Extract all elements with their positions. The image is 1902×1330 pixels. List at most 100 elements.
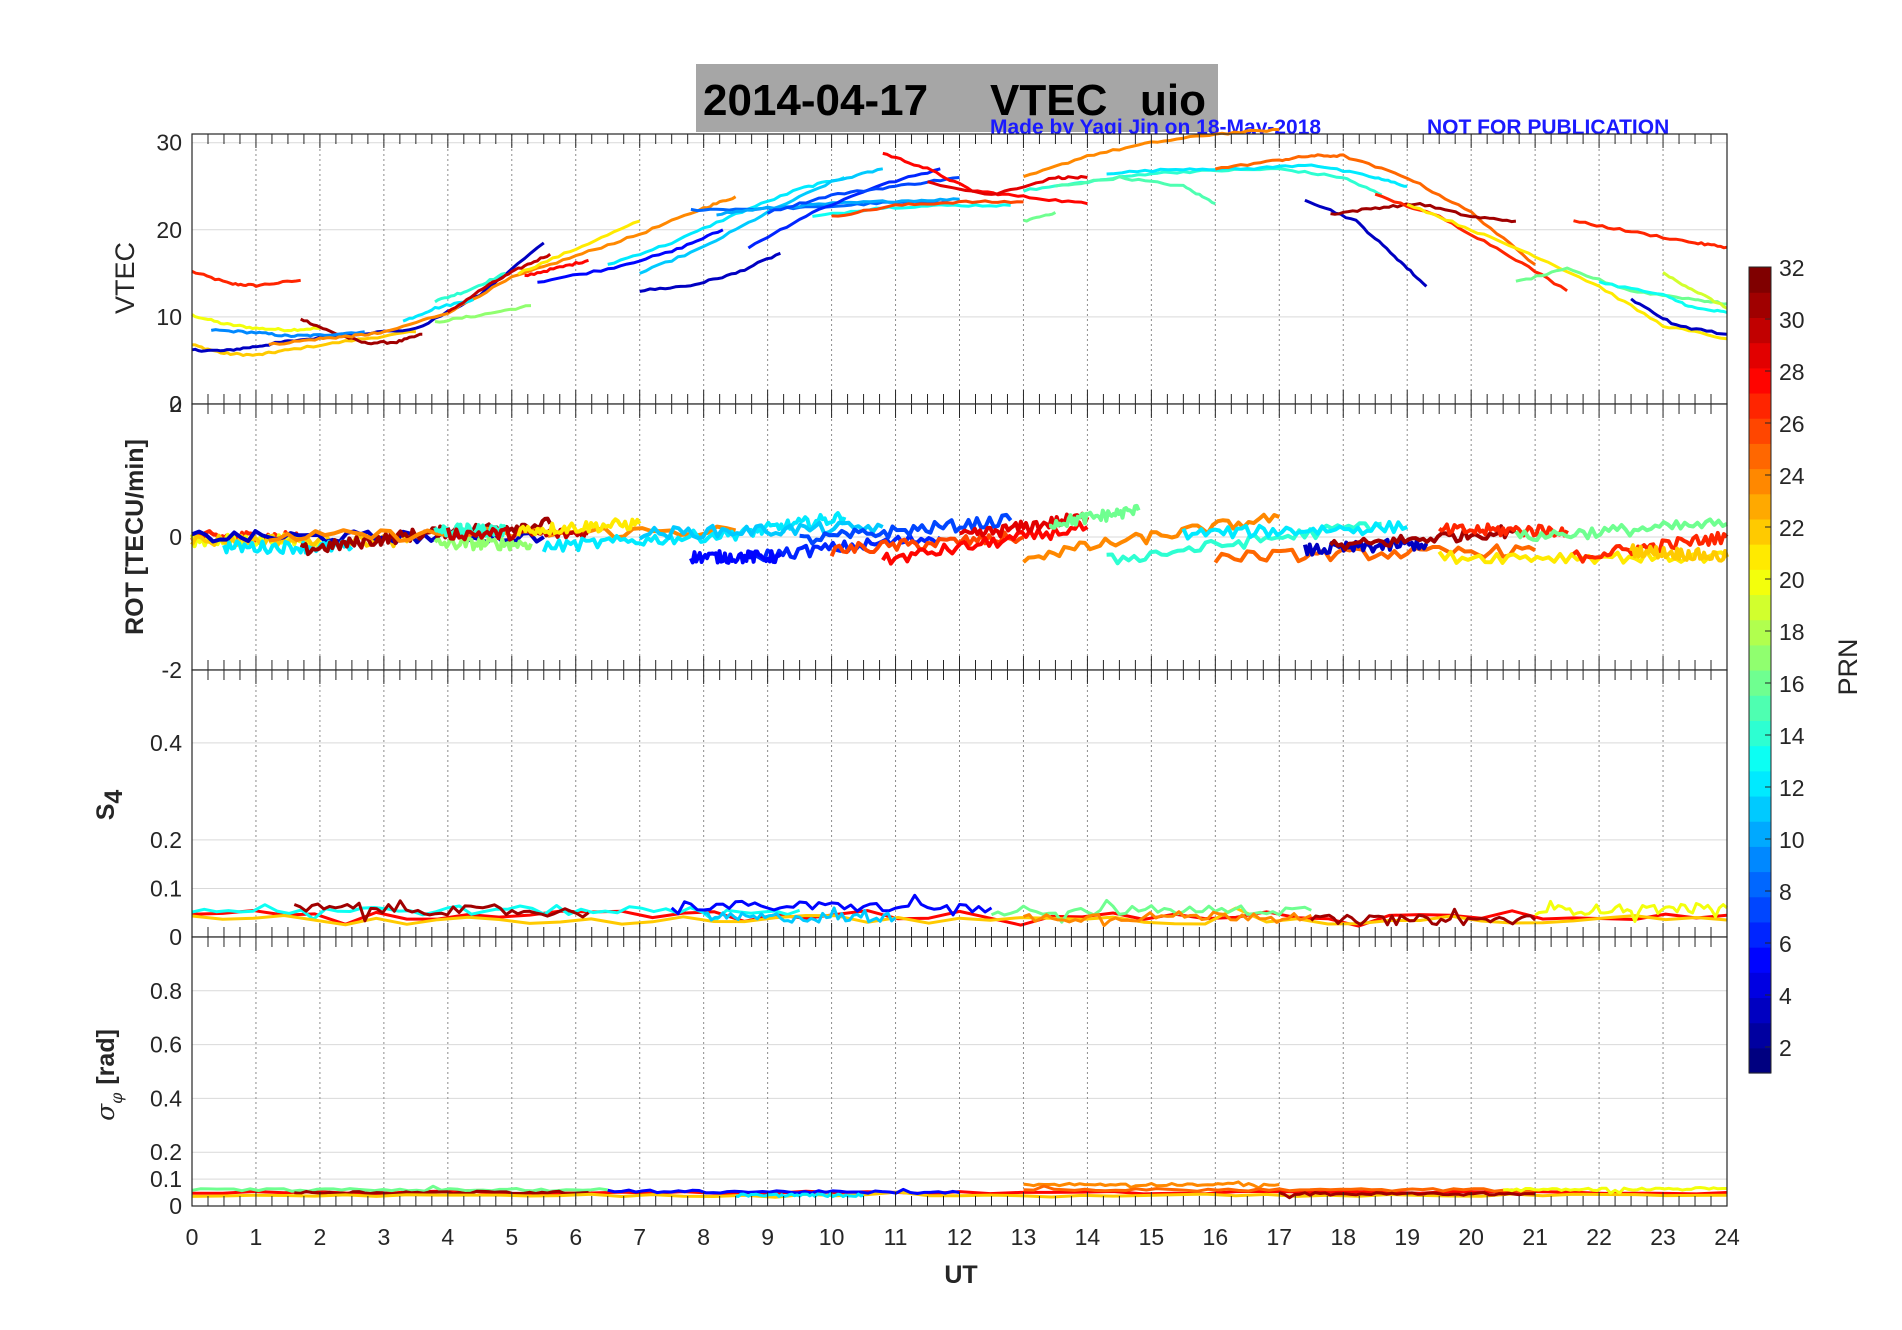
title-station: uio bbox=[1140, 76, 1206, 125]
sigma-ylabel-symbol: σ bbox=[91, 1103, 120, 1121]
series-line-prn bbox=[1023, 910, 1312, 928]
series-line-prn bbox=[191, 313, 320, 333]
colorbar-tick-label: 14 bbox=[1779, 723, 1805, 749]
title-box bbox=[696, 64, 1218, 132]
colorbar-tick-label: 12 bbox=[1779, 775, 1805, 801]
series-line-prn bbox=[812, 203, 1011, 218]
x-tick-label: 12 bbox=[947, 1224, 973, 1250]
series-line-prn bbox=[433, 522, 508, 538]
x-tick-label: 3 bbox=[377, 1224, 390, 1250]
y-tick-label: 0.6 bbox=[150, 1032, 182, 1058]
series-line-prn bbox=[1023, 1180, 1280, 1190]
series-line-prn bbox=[881, 520, 1089, 566]
y-tick-label: -2 bbox=[162, 657, 182, 683]
x-tick-label: 18 bbox=[1330, 1224, 1356, 1250]
series-line-prn bbox=[1023, 211, 1057, 223]
colorbar-segment bbox=[1749, 342, 1771, 369]
colorbar-segment bbox=[1749, 619, 1771, 646]
colorbar-segment bbox=[1749, 871, 1771, 898]
series-line-prn bbox=[191, 269, 301, 288]
s4-ylabel: S4 bbox=[92, 790, 128, 821]
colorbar-segment bbox=[1749, 846, 1771, 873]
y-tick-label: 10 bbox=[156, 304, 182, 330]
series-line-prn bbox=[402, 298, 474, 323]
y-tick-label: 0 bbox=[169, 391, 182, 417]
colorbar-segment bbox=[1749, 997, 1771, 1024]
colorbar-segment bbox=[1749, 367, 1771, 394]
s4-ylabel-main: S bbox=[92, 804, 120, 821]
x-tick-label: 20 bbox=[1458, 1224, 1484, 1250]
series-line-prn bbox=[1304, 198, 1428, 288]
series-line-prn bbox=[191, 1184, 608, 1193]
colorbar-segment bbox=[1749, 1022, 1771, 1049]
x-tick-label: 11 bbox=[884, 1224, 908, 1250]
colorbar-tick-label: 30 bbox=[1779, 307, 1805, 333]
series-line-prn bbox=[1630, 297, 1728, 336]
y-tick-label: 0.4 bbox=[150, 1085, 182, 1111]
y-tick-label: 0 bbox=[169, 1193, 182, 1219]
series-line-prn bbox=[1534, 899, 1728, 923]
series-line-prn bbox=[747, 533, 942, 563]
vtec-panel: 0 10 20 30 bbox=[156, 127, 1728, 417]
x-tick-label: 9 bbox=[761, 1224, 774, 1250]
y-tick-label: 30 bbox=[156, 130, 182, 156]
y-tick-label: 20 bbox=[156, 217, 182, 243]
colorbar-segment bbox=[1749, 569, 1771, 596]
colorbar-segment bbox=[1749, 392, 1771, 419]
series-line-prn bbox=[638, 520, 884, 541]
vtec-ylabel: VTEC bbox=[110, 242, 140, 314]
x-tick-label: 23 bbox=[1650, 1224, 1676, 1250]
colorbar-tick-label: 8 bbox=[1779, 879, 1792, 905]
series-line-prn bbox=[1629, 543, 1729, 563]
series-line-prn bbox=[1329, 524, 1517, 552]
colorbar-tick-label: 26 bbox=[1779, 411, 1805, 437]
colorbar-tick-label: 6 bbox=[1779, 931, 1792, 957]
colorbar-segment bbox=[1749, 745, 1771, 772]
series-line-prn bbox=[1181, 520, 1408, 541]
x-tick-label: 24 bbox=[1714, 1224, 1740, 1250]
colorbar-tick-label: 20 bbox=[1779, 567, 1805, 593]
series-line-prn bbox=[541, 511, 847, 553]
y-tick-label: 0.1 bbox=[150, 1166, 182, 1192]
series-line-prn bbox=[524, 258, 589, 278]
credit-notice: NOT FOR PUBLICATION bbox=[1427, 116, 1669, 139]
colorbar-segment bbox=[1749, 644, 1771, 671]
y-tick-label: 0 bbox=[169, 924, 182, 950]
x-tick-label: 17 bbox=[1266, 1224, 1292, 1250]
colorbar-segment bbox=[1749, 972, 1771, 999]
series-line-prn bbox=[537, 228, 724, 284]
rot-panel: -202 bbox=[162, 391, 1729, 683]
series-line-prn bbox=[1214, 153, 1536, 266]
series-line-prn bbox=[299, 317, 423, 346]
series-line-prn bbox=[1514, 517, 1728, 543]
colorbar-segment bbox=[1749, 896, 1771, 923]
s4-panel: 0 0.1 0.2 0.4 bbox=[150, 669, 1728, 950]
colorbar-segment bbox=[1749, 594, 1771, 621]
series-line-prn bbox=[446, 252, 552, 314]
series-line-prn bbox=[639, 251, 781, 293]
series-line-prn bbox=[831, 199, 1024, 218]
colorbar-segment bbox=[1749, 770, 1771, 797]
colorbar-tick-label: 22 bbox=[1779, 515, 1805, 541]
colorbar-segment bbox=[1749, 695, 1771, 721]
colorbar-tick-label: 4 bbox=[1779, 983, 1792, 1009]
sigma-ylabel-unit: [rad] bbox=[92, 1029, 120, 1085]
series-line-prn bbox=[1106, 521, 1382, 566]
sigma-phi-panel: 00.10.2 0.4 0.6 0.8 bbox=[150, 936, 1728, 1219]
y-tick-label: 0 bbox=[169, 524, 182, 550]
series-line-prn bbox=[294, 1189, 589, 1196]
series-line-prn bbox=[516, 517, 642, 537]
colorbar-segment bbox=[1749, 720, 1771, 747]
x-tick-label: 16 bbox=[1203, 1224, 1229, 1250]
colorbar-tick-label: 18 bbox=[1779, 619, 1805, 645]
colorbar-segment bbox=[1749, 468, 1771, 495]
x-tick-label: 7 bbox=[633, 1224, 646, 1250]
series-line-prn bbox=[927, 175, 1088, 196]
colorbar-segment bbox=[1749, 493, 1771, 520]
colorbar-segment bbox=[1749, 418, 1771, 444]
colorbar-segment bbox=[1749, 795, 1771, 822]
series-line-prn bbox=[716, 197, 960, 217]
x-tick-label: 2 bbox=[314, 1224, 327, 1250]
series-line-prn bbox=[1503, 1186, 1727, 1195]
